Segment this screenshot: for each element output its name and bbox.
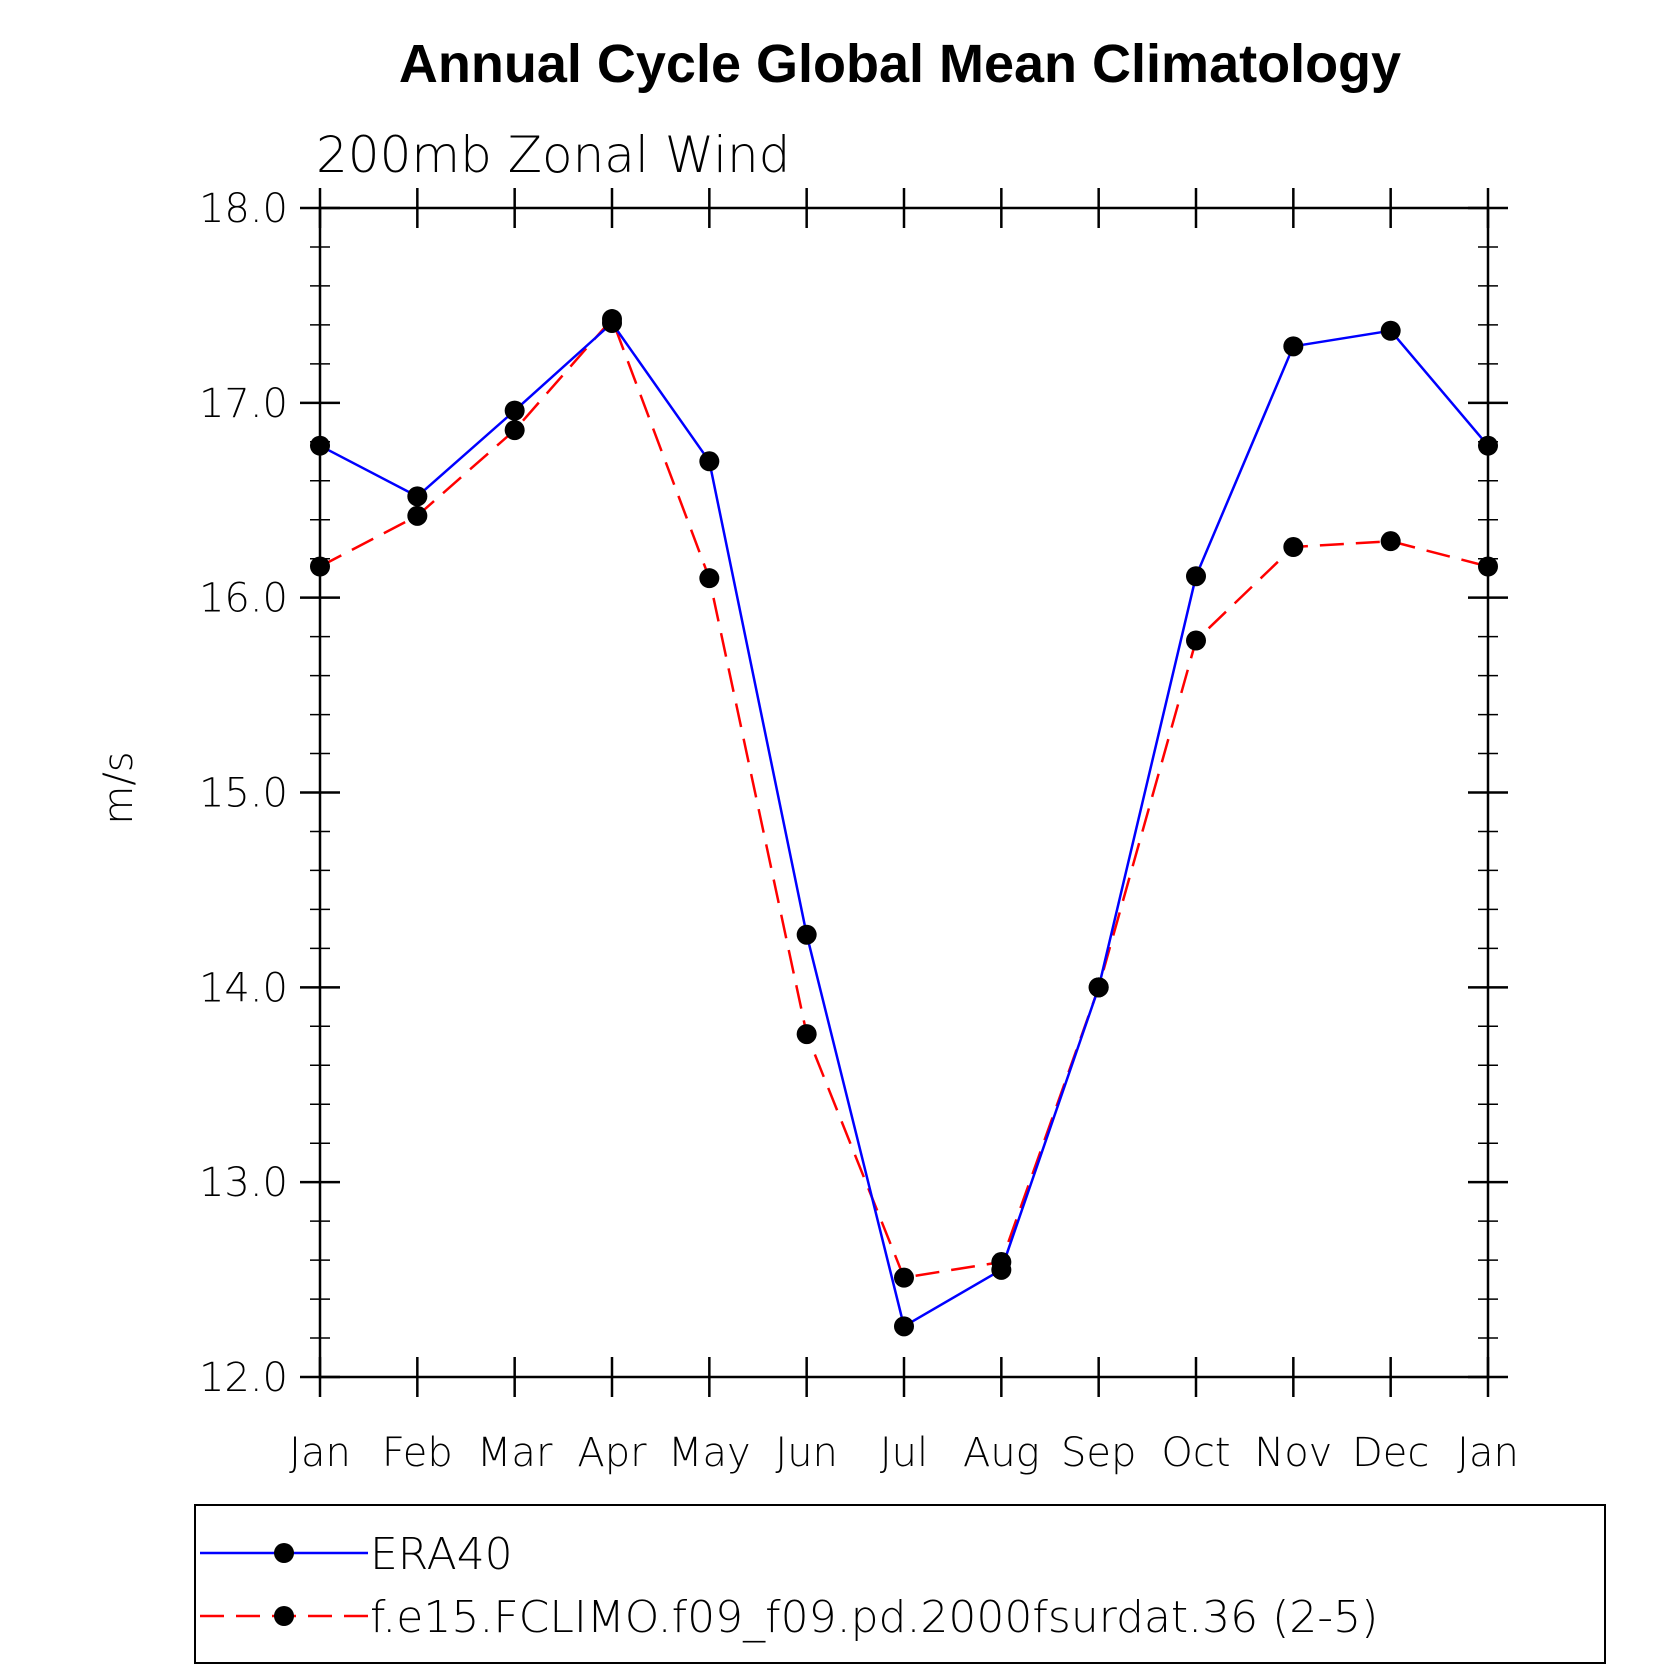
legend-label: ERA40 — [370, 1529, 513, 1580]
x-tick-label: Sep — [1061, 1430, 1136, 1476]
axes: 12.0 13.0 14.0 15.0 16.0 17.0 18.0 Jan Feb Mar Apr… — [199, 186, 1519, 1476]
data-point — [1088, 977, 1109, 998]
data-point — [504, 400, 525, 421]
x-tick-label: Jan — [1457, 1430, 1519, 1476]
data-point — [310, 556, 330, 577]
x-tick-label: Apr — [577, 1430, 647, 1476]
data-point — [1283, 537, 1304, 558]
data-point — [1380, 320, 1401, 341]
data-point — [602, 309, 622, 330]
x-tick-label: Jul — [880, 1430, 928, 1476]
data-point — [1283, 336, 1304, 357]
data-point — [894, 1267, 914, 1288]
y-axis-label: m/s — [96, 751, 142, 824]
x-tick-label: Mar — [477, 1430, 553, 1476]
data-point — [699, 568, 720, 589]
x-tick-label: Oct — [1161, 1430, 1230, 1476]
data-point — [699, 451, 720, 472]
y-tick-label: 12.0 — [199, 1355, 288, 1401]
y-tick-label: 13.0 — [199, 1160, 288, 1206]
markers-layer — [310, 309, 1498, 1337]
data-point — [504, 420, 525, 441]
chart-title: Annual Cycle Global Mean Climatology — [399, 34, 1401, 94]
y-tick-label: 16.0 — [199, 576, 288, 622]
x-tick-label: Feb — [382, 1430, 453, 1476]
data-point — [407, 486, 428, 507]
y-tick-label: 17.0 — [199, 381, 288, 427]
legend-box — [194, 1504, 1606, 1664]
series-layer — [319, 317, 1489, 1328]
data-point — [1186, 630, 1206, 651]
data-point — [796, 1024, 817, 1045]
data-point — [991, 1252, 1012, 1273]
x-tick-label: Jan — [289, 1430, 351, 1476]
x-tick-label: Dec — [1352, 1430, 1429, 1476]
data-point — [407, 505, 428, 526]
data-point — [310, 435, 330, 456]
chart-subtitle: 200mb Zonal Wind — [316, 126, 790, 184]
data-point — [1380, 531, 1401, 552]
data-point — [796, 924, 817, 945]
legend: ERA40 f.e15.FCLIMO.f09_f09.pd.2000fsurdat… — [194, 1504, 1606, 1664]
series-line — [319, 317, 1489, 1279]
data-point — [894, 1316, 914, 1337]
x-tick-label: Aug — [963, 1430, 1040, 1476]
legend-marker — [274, 1543, 294, 1563]
x-tick-label: May — [668, 1430, 751, 1476]
x-tick-label: Nov — [1254, 1430, 1332, 1476]
data-point — [1478, 556, 1498, 577]
series-line — [319, 321, 1489, 1328]
data-point — [1186, 566, 1206, 587]
y-tick-label: 18.0 — [199, 186, 288, 232]
y-tick-label: 15.0 — [199, 771, 288, 817]
legend-label: f.e15.FCLIMO.f09_f09.pd.2000fsurdat.36 (… — [370, 1592, 1378, 1643]
legend-marker — [274, 1606, 294, 1626]
y-tick-label: 14.0 — [199, 965, 288, 1011]
x-tick-label: Jun — [775, 1430, 838, 1476]
plot-frame — [318, 206, 1490, 1379]
data-point — [1478, 435, 1498, 456]
